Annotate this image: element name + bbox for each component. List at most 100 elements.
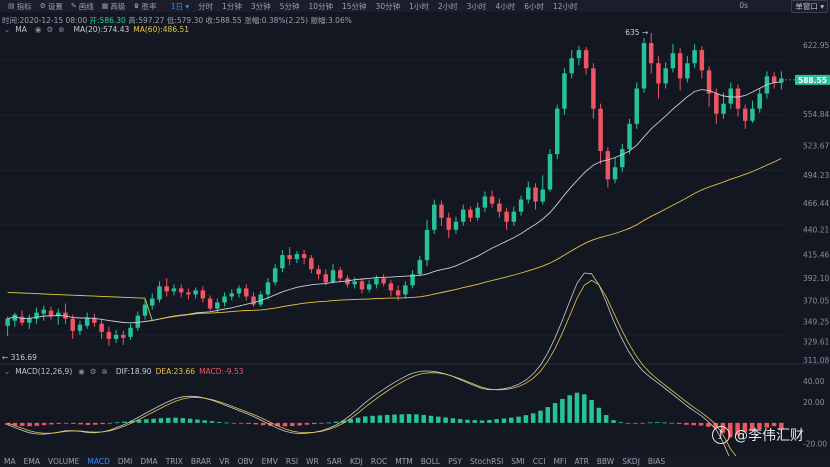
- ma20-line: [7, 81, 782, 324]
- collapse-icon[interactable]: ⌄: [4, 367, 11, 376]
- indicator-mtm[interactable]: MTM: [395, 457, 413, 466]
- macd-histogram-bar: [71, 422, 76, 424]
- candle-body: [164, 286, 169, 292]
- candle-body: [345, 278, 350, 285]
- scale-mode-select[interactable]: 单窗口 ▾: [791, 0, 828, 13]
- toolbar-gear-button[interactable]: ⚙ 设置: [40, 1, 63, 12]
- period-4[interactable]: 5分钟: [279, 1, 300, 11]
- price-axis-tick: 588.55: [803, 76, 829, 85]
- info-open: 开:586.30: [89, 16, 126, 25]
- candle-body: [48, 310, 54, 316]
- period-6[interactable]: 15分钟: [342, 1, 367, 11]
- price-axis-tick: 392.10: [803, 274, 829, 283]
- period-8[interactable]: 1小时: [409, 1, 429, 11]
- settings-icon[interactable]: ⚙: [46, 25, 54, 34]
- candle-body: [84, 317, 90, 326]
- macd-histogram-bar: [297, 422, 302, 426]
- indicator-macd[interactable]: MACD: [87, 457, 110, 466]
- price-axis-tick: 370.05: [803, 296, 829, 305]
- price-chart[interactable]: 622.95 588.55 554.84 523.67 494.23 466.44 440.…: [0, 0, 830, 456]
- indicator-psy[interactable]: PSY: [448, 457, 462, 466]
- indicator-brar[interactable]: BRAR: [190, 457, 212, 466]
- indicator-kdj[interactable]: KDJ: [349, 457, 363, 466]
- candle-body: [128, 327, 133, 337]
- collapse-icon[interactable]: ⌄: [4, 25, 11, 34]
- watermark-text: @李伟汇财: [734, 428, 804, 444]
- toolbar-trophy-button[interactable]: ♛ 胜率: [133, 1, 156, 12]
- price-axis-tick: 349.25: [803, 317, 829, 326]
- macd-legend-name: MACD(12,26,9): [15, 367, 73, 376]
- macd-histogram-bar: [428, 415, 434, 423]
- indicator-rsi[interactable]: RSI: [285, 457, 299, 466]
- indicator-boll[interactable]: BOLL: [420, 457, 441, 466]
- indicator-ma[interactable]: MA: [4, 457, 16, 466]
- candle-body: [489, 196, 495, 204]
- indicator-skdj[interactable]: SKDJ: [622, 457, 640, 466]
- settings-icon[interactable]: ⚙: [89, 367, 97, 376]
- eye-icon[interactable]: ◉: [78, 367, 85, 376]
- macd-histogram-bar: [311, 422, 317, 425]
- indicator-obv[interactable]: OBV: [237, 457, 254, 466]
- indicator-roc[interactable]: ROC: [370, 457, 388, 466]
- period-3[interactable]: 3分钟: [250, 1, 271, 11]
- macd-histogram-bar: [384, 414, 390, 423]
- candle-body: [677, 53, 683, 79]
- period-5[interactable]: 10分钟: [308, 1, 333, 11]
- close-icon[interactable]: ⊗: [101, 367, 108, 376]
- indicator-vr[interactable]: VR: [219, 457, 230, 466]
- candle-body: [287, 255, 292, 260]
- period-7[interactable]: 30分钟: [375, 1, 401, 11]
- candle-body: [338, 270, 343, 279]
- candle-body: [323, 274, 329, 283]
- price-axis-tick: 523.67: [803, 141, 829, 150]
- timezone-label[interactable]: 0s: [739, 1, 748, 10]
- indicator-smi[interactable]: SMI: [511, 457, 525, 466]
- candle-body: [200, 290, 206, 299]
- toolbar-advanced-button[interactable]: ▦ 高级: [102, 1, 126, 12]
- candle-body: [446, 217, 451, 230]
- info-low: 低:579.30: [166, 16, 204, 25]
- indicator-mfi[interactable]: MFI: [553, 457, 567, 466]
- candle-body: [540, 189, 545, 202]
- indicator-cci[interactable]: CCI: [532, 457, 546, 466]
- period-0[interactable]: 1日 ▾: [170, 1, 190, 11]
- indicator-emv[interactable]: EMV: [261, 457, 278, 466]
- period-12[interactable]: 6小时: [524, 1, 544, 11]
- indicator-dma[interactable]: DMA: [140, 457, 158, 466]
- period-9[interactable]: 2小时: [437, 1, 458, 11]
- candle-body: [620, 149, 625, 168]
- candle-body: [699, 50, 705, 71]
- period-13[interactable]: 12小时: [553, 1, 578, 11]
- indicator-atr[interactable]: ATR: [574, 457, 589, 466]
- candle-body: [366, 284, 372, 290]
- toolbar-pencil-button[interactable]: ✎ 画线: [71, 1, 94, 12]
- candle-body: [569, 58, 574, 74]
- period-10[interactable]: 3小时: [466, 1, 487, 11]
- candle-body: [468, 209, 473, 218]
- indicator-bbw[interactable]: BBW: [596, 457, 615, 466]
- macd-histogram-bar: [684, 422, 689, 425]
- candle-body: [178, 288, 184, 293]
- toolbar-indicator-button[interactable]: ▤ 指标: [8, 1, 32, 12]
- indicator-ema[interactable]: EMA: [23, 457, 40, 466]
- close-icon[interactable]: ⊗: [58, 25, 65, 34]
- eye-icon[interactable]: ◉: [34, 25, 42, 34]
- candle-body: [706, 70, 712, 94]
- period-1[interactable]: 分时: [198, 1, 214, 11]
- indicator-bias[interactable]: BIAS: [647, 457, 666, 466]
- macd-histogram-bar: [333, 421, 339, 423]
- indicator-wr[interactable]: WR: [306, 457, 319, 466]
- indicator-sar[interactable]: SAR: [326, 457, 342, 466]
- candle-body: [750, 108, 755, 121]
- candle-body: [670, 53, 676, 69]
- period-11[interactable]: 4小时: [495, 1, 516, 11]
- period-2[interactable]: 1分钟: [222, 1, 242, 11]
- macd-histogram-bar: [706, 422, 711, 427]
- indicator-volume[interactable]: VOLUME: [47, 457, 80, 466]
- indicator-stochrsi[interactable]: StochRSI: [469, 457, 504, 466]
- macd-histogram-bar: [19, 422, 25, 426]
- indicator-dmi[interactable]: DMI: [117, 457, 133, 466]
- macd-histogram-bar: [603, 415, 609, 423]
- indicator-trix[interactable]: TRIX: [165, 457, 183, 466]
- candle-body: [511, 211, 517, 222]
